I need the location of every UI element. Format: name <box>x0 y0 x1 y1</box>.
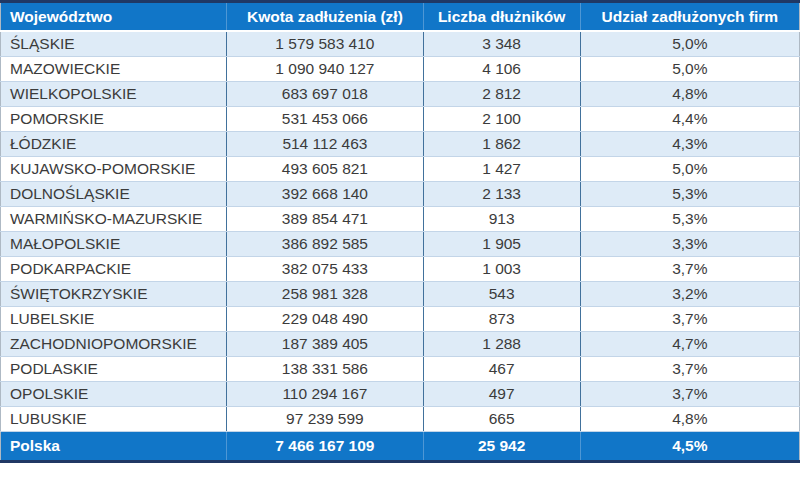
table-body: ŚLĄSKIE1 579 583 4103 3485,0%MAZOWIECKIE… <box>1 31 800 432</box>
share-cell: 5,0% <box>580 31 799 57</box>
debt-table: WojewództwoKwota zadłużenia (zł)Liczba d… <box>0 0 800 463</box>
share-cell: 3,2% <box>580 282 799 307</box>
total-region-cell: Polska <box>1 432 227 462</box>
amount-cell: 683 697 018 <box>227 82 423 107</box>
region-cell: OPOLSKIE <box>1 382 227 407</box>
share-cell: 3,7% <box>580 382 799 407</box>
region-cell: DOLNOŚLĄSKIE <box>1 182 227 207</box>
region-cell: PODLASKIE <box>1 357 227 382</box>
region-cell: MAZOWIECKIE <box>1 57 227 82</box>
column-header-debtors: Liczba dłużników <box>423 2 580 32</box>
debtors-cell: 1 427 <box>423 157 580 182</box>
table-row: PODKARPACKIE382 075 4331 0033,7% <box>1 257 800 282</box>
region-cell: PODKARPACKIE <box>1 257 227 282</box>
table-row: KUJAWSKO-POMORSKIE493 605 8211 4275,0% <box>1 157 800 182</box>
region-cell: ŚWIĘTOKRZYSKIE <box>1 282 227 307</box>
debtors-cell: 2 812 <box>423 82 580 107</box>
debtors-cell: 4 106 <box>423 57 580 82</box>
debtors-cell: 3 348 <box>423 31 580 57</box>
amount-cell: 382 075 433 <box>227 257 423 282</box>
amount-cell: 493 605 821 <box>227 157 423 182</box>
amount-cell: 187 389 405 <box>227 332 423 357</box>
share-cell: 4,4% <box>580 107 799 132</box>
share-cell: 5,0% <box>580 57 799 82</box>
share-cell: 3,7% <box>580 257 799 282</box>
table-header: WojewództwoKwota zadłużenia (zł)Liczba d… <box>1 2 800 32</box>
header-row: WojewództwoKwota zadłużenia (zł)Liczba d… <box>1 2 800 32</box>
amount-cell: 229 048 490 <box>227 307 423 332</box>
table-row: WIELKOPOLSKIE683 697 0182 8124,8% <box>1 82 800 107</box>
share-cell: 4,8% <box>580 82 799 107</box>
total-debtors-cell: 25 942 <box>423 432 580 462</box>
column-header-region: Województwo <box>1 2 227 32</box>
total-amount-cell: 7 466 167 109 <box>227 432 423 462</box>
table-row: PODLASKIE138 331 5864673,7% <box>1 357 800 382</box>
amount-cell: 389 854 471 <box>227 207 423 232</box>
debtors-cell: 1 862 <box>423 132 580 157</box>
share-cell: 5,3% <box>580 207 799 232</box>
total-share-cell: 4,5% <box>580 432 799 462</box>
table-footer: Polska7 466 167 10925 9424,5% <box>1 432 800 462</box>
amount-cell: 514 112 463 <box>227 132 423 157</box>
region-cell: KUJAWSKO-POMORSKIE <box>1 157 227 182</box>
table-row: ŚWIĘTOKRZYSKIE258 981 3285433,2% <box>1 282 800 307</box>
amount-cell: 97 239 599 <box>227 407 423 432</box>
debtors-cell: 497 <box>423 382 580 407</box>
total-row: Polska7 466 167 10925 9424,5% <box>1 432 800 462</box>
amount-cell: 1 579 583 410 <box>227 31 423 57</box>
amount-cell: 110 294 167 <box>227 382 423 407</box>
amount-cell: 258 981 328 <box>227 282 423 307</box>
regional-debt-table: WojewództwoKwota zadłużenia (zł)Liczba d… <box>0 0 800 463</box>
table-row: ŁÓDZKIE514 112 4631 8624,3% <box>1 132 800 157</box>
share-cell: 4,8% <box>580 407 799 432</box>
table-row: MAŁOPOLSKIE386 892 5851 9053,3% <box>1 232 800 257</box>
region-cell: WARMIŃSKO-MAZURSKIE <box>1 207 227 232</box>
amount-cell: 386 892 585 <box>227 232 423 257</box>
region-cell: LUBUSKIE <box>1 407 227 432</box>
amount-cell: 138 331 586 <box>227 357 423 382</box>
amount-cell: 392 668 140 <box>227 182 423 207</box>
share-cell: 4,7% <box>580 332 799 357</box>
region-cell: WIELKOPOLSKIE <box>1 82 227 107</box>
share-cell: 5,3% <box>580 182 799 207</box>
share-cell: 3,7% <box>580 357 799 382</box>
debtors-cell: 467 <box>423 357 580 382</box>
share-cell: 3,7% <box>580 307 799 332</box>
debtors-cell: 1 288 <box>423 332 580 357</box>
region-cell: LUBELSKIE <box>1 307 227 332</box>
table-row: LUBELSKIE229 048 4908733,7% <box>1 307 800 332</box>
share-cell: 3,3% <box>580 232 799 257</box>
table-row: DOLNOŚLĄSKIE392 668 1402 1335,3% <box>1 182 800 207</box>
debtors-cell: 665 <box>423 407 580 432</box>
table-row: ZACHODNIOPOMORSKIE187 389 4051 2884,7% <box>1 332 800 357</box>
region-cell: ZACHODNIOPOMORSKIE <box>1 332 227 357</box>
amount-cell: 1 090 940 127 <box>227 57 423 82</box>
debtors-cell: 2 133 <box>423 182 580 207</box>
region-cell: ŁÓDZKIE <box>1 132 227 157</box>
table-row: MAZOWIECKIE1 090 940 1274 1065,0% <box>1 57 800 82</box>
region-cell: MAŁOPOLSKIE <box>1 232 227 257</box>
region-cell: ŚLĄSKIE <box>1 31 227 57</box>
debtors-cell: 543 <box>423 282 580 307</box>
column-header-share: Udział zadłużonych firm <box>580 2 799 32</box>
table-row: OPOLSKIE110 294 1674973,7% <box>1 382 800 407</box>
debtors-cell: 2 100 <box>423 107 580 132</box>
amount-cell: 531 453 066 <box>227 107 423 132</box>
table-row: LUBUSKIE97 239 5996654,8% <box>1 407 800 432</box>
table-row: ŚLĄSKIE1 579 583 4103 3485,0% <box>1 31 800 57</box>
debtors-cell: 1 905 <box>423 232 580 257</box>
region-cell: POMORSKIE <box>1 107 227 132</box>
share-cell: 4,3% <box>580 132 799 157</box>
debtors-cell: 1 003 <box>423 257 580 282</box>
column-header-amount: Kwota zadłużenia (zł) <box>227 2 423 32</box>
debtors-cell: 913 <box>423 207 580 232</box>
share-cell: 5,0% <box>580 157 799 182</box>
debtors-cell: 873 <box>423 307 580 332</box>
table-row: POMORSKIE531 453 0662 1004,4% <box>1 107 800 132</box>
table-row: WARMIŃSKO-MAZURSKIE389 854 4719135,3% <box>1 207 800 232</box>
